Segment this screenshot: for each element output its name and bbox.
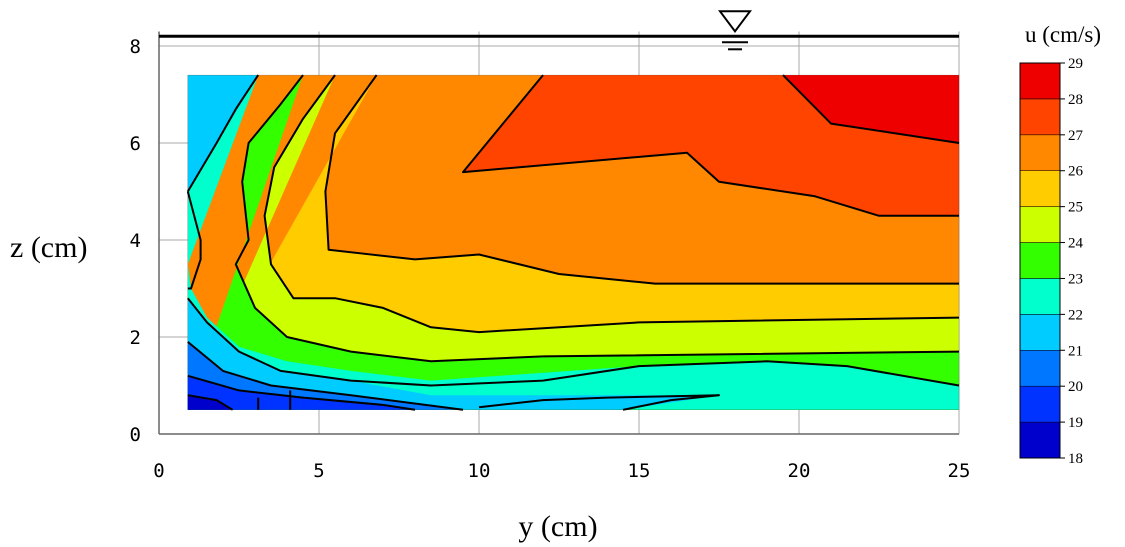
colorbar-label-27: 27	[1068, 128, 1084, 144]
x-tick-labels: 0 5 10 15 20 25	[153, 460, 970, 482]
y-tick-label-0: 0	[130, 424, 141, 446]
contour-region-28.5	[783, 75, 959, 143]
y-tick-labels: 0 2 4 6 8	[130, 36, 141, 446]
contour-region-18.5	[187, 395, 233, 410]
colorbar-frame	[1019, 62, 1061, 459]
water-surface	[159, 10, 959, 51]
contour-line-3	[263, 74, 960, 334]
colorbar-label-20: 20	[1068, 379, 1083, 395]
contour-line-10	[187, 374, 416, 411]
contour-line-13	[187, 394, 234, 411]
contour-line-5	[186, 74, 260, 193]
colorbar-swatch-6	[1019, 206, 1061, 243]
contour-line-2	[324, 74, 959, 285]
contour-regions	[187, 75, 960, 410]
colorbar-label-25: 25	[1068, 200, 1083, 216]
colorbar-label-18: 18	[1068, 451, 1083, 467]
contour-line-6	[186, 191, 202, 290]
plot-axes	[158, 31, 959, 435]
x-tick-label-4: 20	[788, 460, 811, 482]
colorbar-label-24: 24	[1068, 236, 1084, 252]
contour-line-0	[462, 74, 959, 217]
x-tick-label-1: 5	[313, 460, 324, 482]
x-tick-label-0: 0	[153, 460, 164, 482]
contour-line-1	[782, 74, 960, 144]
colorbar-swatch-0	[1019, 421, 1061, 459]
colorbar-swatch-7	[1019, 170, 1061, 207]
colorbar-swatch-10	[1019, 62, 1061, 100]
y-tick-label-1: 2	[130, 327, 141, 349]
contour-region-24.5	[187, 75, 960, 410]
colorbar-swatch-3	[1019, 314, 1061, 351]
contour-region-19.5	[187, 375, 415, 410]
contour-region-27.5	[463, 75, 959, 216]
x-tick-label-3: 15	[628, 460, 651, 482]
colorbar-label-22: 22	[1068, 307, 1083, 323]
colorbar-swatches	[1019, 62, 1061, 459]
x-axis-label: y (cm)	[518, 510, 597, 543]
colorbar: u (cm/s) 18 19 20 21 22 23 24 25 26 27 28 29	[1019, 22, 1101, 467]
x-tick-label-5: 25	[948, 460, 971, 482]
colorbar-swatch-8	[1019, 134, 1061, 171]
colorbar-title: u (cm/s)	[1025, 22, 1101, 47]
y-tick-label-2: 4	[130, 230, 141, 252]
colorbar-labels: 18 19 20 21 22 23 24 25 26 27 28 29	[1060, 56, 1084, 467]
data-extent-border	[187, 74, 960, 410]
colorbar-swatch-2	[1019, 350, 1061, 387]
colorbar-label-19: 19	[1068, 415, 1083, 431]
colorbar-swatch-4	[1019, 278, 1061, 315]
colorbar-label-23: 23	[1068, 271, 1083, 287]
contour-lines	[186, 74, 960, 411]
colorbar-swatch-5	[1019, 242, 1061, 279]
colorbar-label-26: 26	[1068, 164, 1084, 180]
colorbar-label-28: 28	[1068, 92, 1083, 108]
contour-line-8	[187, 341, 464, 411]
y-tick-label-3: 6	[130, 133, 141, 155]
y-axis-label: z (cm)	[10, 231, 87, 264]
colorbar-label-29: 29	[1068, 56, 1083, 72]
colorbar-swatch-9	[1019, 98, 1061, 136]
x-tick-label-2: 10	[468, 460, 491, 482]
colorbar-label-21: 21	[1068, 343, 1083, 359]
contour-line-4	[234, 74, 960, 363]
water-surface-triangle-icon	[717, 10, 753, 33]
contour-line-9	[478, 394, 720, 411]
colorbar-swatch-1	[1019, 385, 1061, 423]
contour-line-7	[187, 297, 960, 387]
y-tick-label-4: 8	[130, 36, 141, 58]
